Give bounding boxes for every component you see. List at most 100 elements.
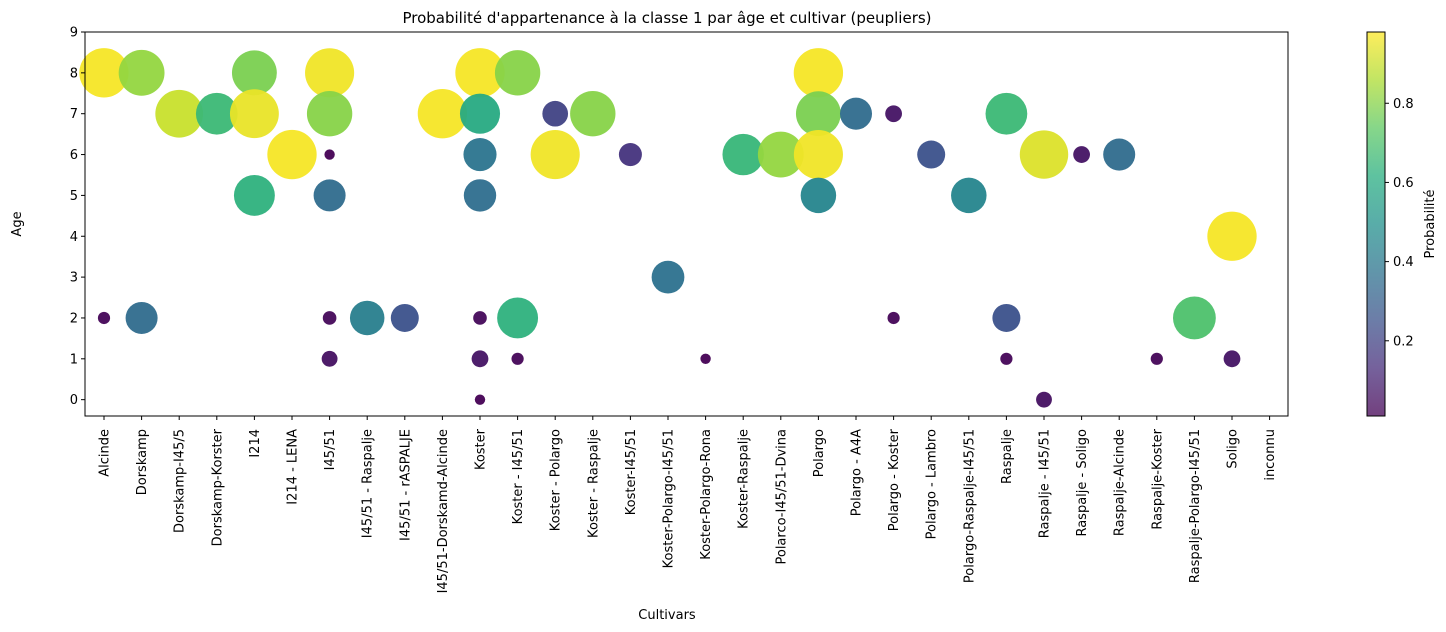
x-axis: Alcinde Dorskamp Dorskamp-I45/5 Dorskamp-Ko… xyxy=(98,416,1278,593)
data-point xyxy=(1150,352,1163,365)
data-point xyxy=(229,89,279,139)
y-tick-label: 5 xyxy=(70,189,78,204)
y-tick-label: 3 xyxy=(70,271,78,286)
data-point xyxy=(839,97,873,130)
data-point xyxy=(1207,211,1257,261)
data-point xyxy=(79,48,129,98)
x-tick-label: Polargo xyxy=(812,429,827,477)
x-tick-label: I45/51 - rASPALJE xyxy=(398,429,413,541)
data-point xyxy=(757,131,804,178)
x-tick-label: Polargo - Koster xyxy=(887,428,902,531)
data-point xyxy=(118,49,165,96)
data-point xyxy=(1036,391,1052,408)
data-point xyxy=(1073,146,1090,163)
x-tick-label: I214 xyxy=(248,429,263,458)
data-point xyxy=(917,140,946,169)
data-point xyxy=(125,301,158,334)
data-point xyxy=(700,353,711,365)
data-point xyxy=(570,91,616,137)
plot-area-frame xyxy=(84,31,1289,417)
x-tick-label: Polargo - Lambro xyxy=(925,429,940,539)
data-point xyxy=(618,143,642,167)
x-tick-label: Koster-Polargo-Rona xyxy=(699,429,714,560)
x-tick-label: Raspalje - Soligo xyxy=(1075,429,1090,537)
x-tick-label: I214 - LENA xyxy=(286,429,301,505)
data-point xyxy=(313,179,346,212)
data-point xyxy=(530,129,580,180)
data-point xyxy=(321,350,338,367)
chart-title: Probabilité d'appartenance à la classe 1… xyxy=(402,9,931,27)
data-point xyxy=(459,93,501,134)
x-tick-label: Dorskamp xyxy=(135,429,150,495)
data-point xyxy=(455,48,505,98)
data-point xyxy=(494,50,541,96)
y-tick-label: 4 xyxy=(70,230,78,245)
data-point xyxy=(390,303,419,332)
data-point xyxy=(349,300,385,336)
data-point xyxy=(195,92,238,135)
colorbar-tick-label: 0.4 xyxy=(1393,255,1414,270)
data-point xyxy=(474,394,486,405)
data-point xyxy=(722,133,764,176)
y-tick-label: 8 xyxy=(70,66,78,81)
data-point xyxy=(324,149,335,160)
data-point xyxy=(306,91,353,137)
x-tick-label: Raspalje-Koster xyxy=(1150,428,1165,529)
y-tick-label: 2 xyxy=(70,311,78,326)
data-point xyxy=(1223,350,1241,368)
x-tick-label: Polargo-Raspalje-I45/51 xyxy=(962,429,977,583)
data-point xyxy=(992,303,1021,332)
colorbar-gradient xyxy=(1366,31,1386,417)
x-tick-label: I45/51-Dorskamd-Alcinde xyxy=(436,429,451,593)
data-point xyxy=(1000,352,1013,365)
x-axis-label: Cultivars xyxy=(638,608,696,623)
data-point xyxy=(1019,130,1069,179)
data-point xyxy=(795,91,841,137)
data-point xyxy=(417,89,468,139)
data-point xyxy=(497,297,539,339)
data-point xyxy=(542,100,569,127)
data-point xyxy=(473,311,487,325)
y-tick-label: 6 xyxy=(70,148,78,163)
y-tick-label: 7 xyxy=(70,107,78,122)
x-tick-label: Dorskamp-Korster xyxy=(210,428,225,546)
y-tick-label: 1 xyxy=(70,352,78,367)
colorbar: 0.2 0.4 0.6 0.8 Probabilité xyxy=(1366,31,1438,417)
data-point xyxy=(511,352,524,365)
x-tick-label: Koster xyxy=(474,428,489,470)
data-point xyxy=(887,311,900,325)
x-tick-label: I45/51 - Raspalje xyxy=(361,429,376,538)
data-point xyxy=(471,350,489,368)
data-point xyxy=(463,179,497,212)
x-tick-label: Dorskamp-I45/5 xyxy=(173,429,188,533)
data-point xyxy=(231,50,277,96)
data-point xyxy=(155,89,204,138)
y-tick-label: 0 xyxy=(70,393,78,408)
colorbar-tick-label: 0.2 xyxy=(1393,334,1414,349)
data-point xyxy=(305,48,355,98)
data-point xyxy=(1172,296,1216,340)
colorbar-tick-label: 0.8 xyxy=(1393,97,1414,112)
y-axis: 0 1 2 3 4 5 6 7 8 9 xyxy=(70,26,85,408)
x-tick-label: Polarco-I45/51-Dvina xyxy=(774,429,789,565)
data-point xyxy=(985,92,1028,135)
x-tick-label: Koster-Polargo-I45/51 xyxy=(662,429,677,568)
x-tick-label: Raspalje-Polargo-I45/51 xyxy=(1188,429,1203,583)
x-tick-label: Koster - Polargo xyxy=(549,429,564,531)
x-tick-label: inconnu xyxy=(1263,429,1278,481)
data-point xyxy=(1103,138,1136,171)
y-axis-label: Age xyxy=(10,211,25,236)
x-tick-label: Raspalje - I45/51 xyxy=(1038,429,1053,538)
x-tick-label: Raspalje-Alcinde xyxy=(1113,429,1128,536)
data-point xyxy=(885,105,902,123)
colorbar-ticks: 0.2 0.4 0.6 0.8 xyxy=(1385,97,1414,349)
x-tick-label: Koster - Raspalje xyxy=(586,429,601,538)
data-point xyxy=(793,129,843,180)
colorbar-label: Probabilité xyxy=(1423,189,1438,258)
data-point xyxy=(951,177,987,214)
data-point xyxy=(322,311,337,325)
x-tick-label: Raspalje xyxy=(1000,429,1015,484)
x-tick-label: Polargo - A4A xyxy=(850,429,865,516)
